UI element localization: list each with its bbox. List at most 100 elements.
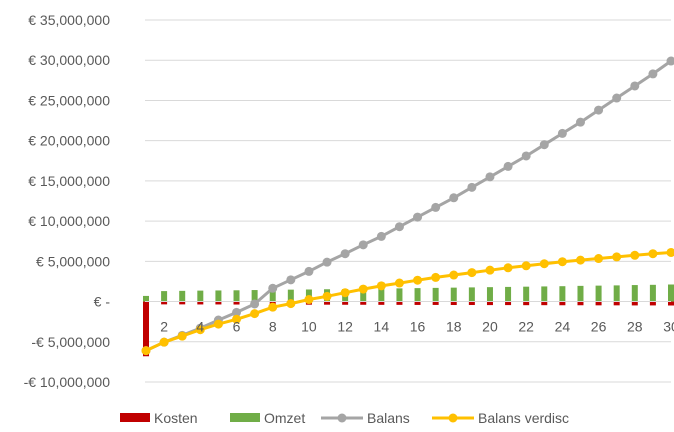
x-tick-label: 12 [337, 319, 353, 335]
bar-omzet [523, 287, 529, 302]
bar-omzet [559, 286, 565, 301]
point-balans [594, 106, 603, 115]
point-balans [395, 222, 404, 231]
x-tick-label: 20 [482, 319, 498, 335]
point-balans [630, 81, 639, 90]
point-balans-verdisc [323, 292, 332, 301]
point-balans-verdisc [667, 248, 674, 257]
point-balans [576, 118, 585, 127]
x-tick-label: 4 [196, 319, 204, 335]
y-axis-tick-labels: € 35,000,000€ 30,000,000€ 25,000,000€ 20… [24, 12, 111, 390]
point-balans-verdisc [504, 263, 513, 272]
bar-omzet [396, 288, 402, 301]
bar-omzet [197, 291, 203, 302]
bar-kosten [559, 302, 565, 306]
legend-label: Balans verdisc [478, 410, 569, 426]
legend-label: Kosten [154, 410, 198, 426]
point-balans [304, 267, 313, 276]
point-balans-verdisc [485, 266, 494, 275]
point-balans-verdisc [594, 254, 603, 263]
point-balans [612, 94, 621, 103]
bar-kosten [523, 302, 529, 306]
bar-omzet [378, 289, 384, 302]
point-balans-verdisc [431, 273, 440, 282]
bar-kosten [614, 302, 620, 306]
point-balans-verdisc [612, 252, 621, 261]
bar-omzet [179, 291, 185, 302]
bar-omzet [433, 288, 439, 302]
bar-kosten [487, 302, 493, 306]
point-balans [377, 232, 386, 241]
point-balans-verdisc [449, 271, 458, 280]
bar-omzet [487, 287, 493, 301]
bar-kosten [596, 302, 602, 306]
bar-kosten [577, 302, 583, 306]
legend-item-balans-verdisc: Balans verdisc [432, 410, 569, 426]
point-balans-verdisc [413, 276, 422, 285]
y-tick-label: -€ 5,000,000 [31, 334, 110, 350]
bar-omzet [234, 290, 240, 301]
bar-omzet [215, 290, 221, 301]
bar-kosten [451, 302, 457, 305]
x-tick-label: 6 [233, 319, 241, 335]
bar-kosten [632, 302, 638, 306]
point-balans-verdisc [178, 332, 187, 341]
point-balans-verdisc [522, 261, 531, 270]
point-balans-verdisc [341, 288, 350, 297]
y-tick-label: € - [94, 294, 111, 310]
legend-marker [338, 414, 347, 423]
bar-omzet [596, 286, 602, 302]
point-balans-verdisc [395, 279, 404, 288]
legend-label: Balans [367, 410, 410, 426]
y-tick-label: € 10,000,000 [28, 213, 110, 229]
y-tick-label: € 30,000,000 [28, 52, 110, 68]
point-balans [540, 140, 549, 149]
point-balans [431, 203, 440, 212]
bar-kosten [433, 302, 439, 305]
y-tick-label: € 5,000,000 [36, 253, 110, 269]
y-tick-label: € 25,000,000 [28, 92, 110, 108]
bar-kosten [668, 302, 674, 306]
bar-omzet [415, 288, 421, 301]
bar-kosten [505, 302, 511, 306]
bar-omzet [469, 287, 475, 301]
bar-omzet [668, 285, 674, 302]
point-balans-verdisc [268, 303, 277, 312]
point-balans [359, 240, 368, 249]
x-tick-label: 2 [160, 319, 168, 335]
point-balans [268, 284, 277, 293]
point-balans-verdisc [142, 346, 151, 355]
bar-omzet [614, 285, 620, 301]
x-tick-label: 26 [591, 319, 607, 335]
x-tick-label: 14 [374, 319, 390, 335]
bar-omzet [161, 291, 167, 301]
point-balans [323, 258, 332, 267]
x-tick-label: 24 [555, 319, 571, 335]
x-tick-label: 30 [663, 319, 674, 335]
point-balans [341, 249, 350, 258]
bar-omzet [650, 285, 656, 302]
point-balans-verdisc [540, 259, 549, 268]
bar-kosten [469, 302, 475, 305]
x-tick-label: 10 [301, 319, 317, 335]
point-balans-verdisc [250, 309, 259, 318]
point-balans [449, 193, 458, 202]
point-balans [485, 172, 494, 181]
bar-omzet [541, 286, 547, 301]
lines [142, 57, 674, 356]
legend-item-kosten: Kosten [120, 410, 198, 426]
point-balans-verdisc [214, 320, 223, 329]
bar-omzet [632, 285, 638, 301]
bar-omzet [451, 288, 457, 302]
point-balans [413, 213, 422, 222]
legend-item-balans: Balans [321, 410, 410, 426]
bar-kosten [650, 302, 656, 306]
legend-swatch [120, 413, 150, 422]
bar-kosten [415, 302, 421, 305]
x-tick-label: 18 [446, 319, 462, 335]
point-balans-verdisc [630, 251, 639, 260]
point-balans-verdisc [160, 338, 169, 347]
